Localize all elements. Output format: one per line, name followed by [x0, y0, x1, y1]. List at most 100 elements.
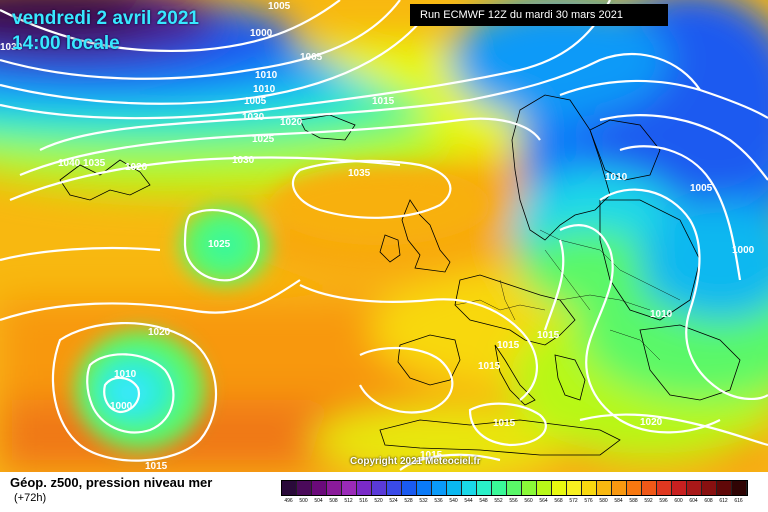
isobar-label: 1040	[58, 158, 81, 169]
isobar-label: 1035	[83, 158, 106, 169]
scale-tick-label: 528	[404, 498, 413, 504]
scale-tick-label: 584	[614, 498, 623, 504]
isobar-label: 1015	[372, 96, 395, 107]
isobar-label: 1010	[114, 369, 137, 380]
isobar-label: 1015	[420, 450, 443, 461]
isobar-label: 1015	[537, 330, 560, 341]
color-scale-ticks: 496 500 504 508 512 516 520 524 528 532 536 540 544 5…	[281, 498, 746, 504]
scale-swatch	[522, 481, 537, 495]
isobar-label: 1010	[650, 309, 673, 320]
scale-tick-label: 548	[479, 498, 488, 504]
forecast-date: vendredi 2 avril 2021	[12, 8, 199, 29]
isobar-label: 1020	[148, 327, 171, 338]
scale-tick-label: 596	[659, 498, 668, 504]
scale-tick-label: 592	[644, 498, 653, 504]
isobar-label: 1015	[145, 461, 168, 472]
scale-tick-label: 536	[434, 498, 443, 504]
isobar-label: 1010	[255, 70, 278, 81]
isobar-label: 1020	[280, 117, 303, 128]
scale-tick-label: 588	[629, 498, 638, 504]
scale-tick-label: 500	[299, 498, 308, 504]
scale-swatch	[552, 481, 567, 495]
scale-tick-label: 556	[509, 498, 518, 504]
scale-tick-label: 496	[284, 498, 293, 504]
isobar-label: 1000	[110, 401, 133, 412]
isobar-label: 1030	[0, 42, 23, 53]
isobar-label: 1000	[732, 245, 755, 256]
isobar-label: 1035	[348, 168, 371, 179]
scale-swatch	[342, 481, 357, 495]
scale-swatch	[612, 481, 627, 495]
scale-swatch	[732, 481, 747, 495]
forecast-time: 14:00 locale	[12, 33, 120, 54]
isobar-labels: 1005 1000 1010 1015 1020 1025 1030 1035 …	[0, 1, 755, 472]
scale-tick-label: 540	[449, 498, 458, 504]
scale-tick-label: 552	[494, 498, 503, 504]
scale-swatch	[402, 481, 417, 495]
scale-tick-label: 572	[569, 498, 578, 504]
scale-swatch	[372, 481, 387, 495]
scale-swatch	[702, 481, 717, 495]
legend-subtitle: (+72h)	[14, 492, 47, 504]
scale-tick-label: 520	[374, 498, 383, 504]
weather-map: 1005 1000 1010 1015 1020 1025 1030 1035 …	[0, 0, 768, 472]
scale-swatch	[597, 481, 612, 495]
scale-swatch	[357, 481, 372, 495]
isobar-label: 1030	[242, 112, 265, 123]
isobar-label: 1025	[252, 134, 275, 145]
scale-tick-label: 516	[359, 498, 368, 504]
scale-swatch	[537, 481, 552, 495]
scale-tick-label: 576	[584, 498, 593, 504]
isobar-label: 1015	[493, 418, 516, 429]
isobar-label: 1010	[605, 172, 628, 183]
scale-swatch	[642, 481, 657, 495]
isobar-label: 1030	[232, 155, 255, 166]
scale-tick-label: 600	[674, 498, 683, 504]
scale-swatch	[297, 481, 312, 495]
scale-swatch	[492, 481, 507, 495]
isobar-label: 1015	[497, 340, 520, 351]
scale-swatch	[672, 481, 687, 495]
scale-tick-label: 532	[419, 498, 428, 504]
scale-tick-label: 616	[734, 498, 743, 504]
scale-tick-label: 564	[539, 498, 548, 504]
scale-tick-label: 568	[554, 498, 563, 504]
scale-swatch	[687, 481, 702, 495]
scale-tick-label: 580	[599, 498, 608, 504]
coastlines	[59, 94, 741, 456]
scale-swatch	[432, 481, 447, 495]
isobar-label: 1020	[640, 417, 663, 428]
isobar-label: 1025	[208, 239, 231, 250]
scale-swatch	[717, 481, 732, 495]
scale-tick-label: 560	[524, 498, 533, 504]
color-scale	[281, 480, 748, 496]
scale-swatch	[582, 481, 597, 495]
isobar-label: 1005	[268, 1, 291, 12]
isobar-label: 1005	[300, 52, 323, 63]
scale-swatch	[657, 481, 672, 495]
scale-swatch	[477, 481, 492, 495]
scale-swatch	[567, 481, 582, 495]
scale-tick-label: 504	[314, 498, 323, 504]
isobar-label: 1015	[478, 361, 501, 372]
legend: Géop. z500, pression niveau mer (+72h) 4…	[0, 472, 768, 512]
isobar-label: 1005	[244, 96, 267, 107]
scale-tick-label: 524	[389, 498, 398, 504]
scale-tick-label: 608	[704, 498, 713, 504]
scale-swatch	[312, 481, 327, 495]
isobar-label: 1000	[250, 28, 273, 39]
isobar-label: 1005	[690, 183, 713, 194]
scale-swatch	[627, 481, 642, 495]
scale-swatch	[507, 481, 522, 495]
scale-tick-label: 604	[689, 498, 698, 504]
legend-title: Géop. z500, pression niveau mer	[10, 475, 213, 490]
scale-swatch	[327, 481, 342, 495]
scale-swatch	[417, 481, 432, 495]
scale-tick-label: 544	[464, 498, 473, 504]
scale-tick-label: 612	[719, 498, 728, 504]
scale-swatch	[462, 481, 477, 495]
scale-tick-label: 512	[344, 498, 353, 504]
scale-swatch	[447, 481, 462, 495]
scale-tick-label: 508	[329, 498, 338, 504]
